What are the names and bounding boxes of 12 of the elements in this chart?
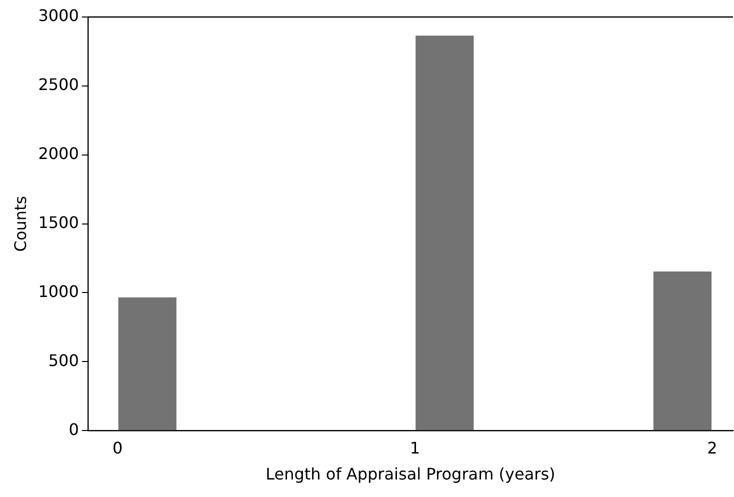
y-tick-label: 3000 <box>38 6 79 26</box>
y-tick-label: 1000 <box>38 282 79 301</box>
x-tick-label: 1 <box>410 438 420 458</box>
y-tick-label: 1500 <box>38 212 79 232</box>
x-axis-title: Length of Appraisal Program (years) <box>266 464 556 484</box>
y-tick-label: 2000 <box>38 144 79 164</box>
x-tick-label: 2 <box>707 438 718 458</box>
y-axis-title: Counts <box>10 196 30 252</box>
y-tick-label: 500 <box>48 350 79 370</box>
y-tick-label: 0 <box>68 420 79 439</box>
y-tick-label: 2500 <box>38 75 79 94</box>
x-tick-label: 0 <box>112 438 123 458</box>
